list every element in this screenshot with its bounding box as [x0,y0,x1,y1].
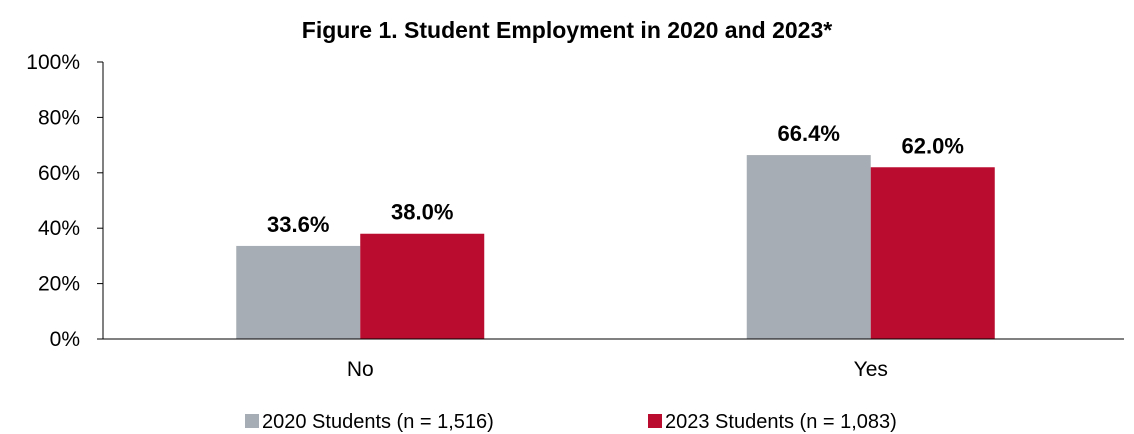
legend: 2020 Students (n = 1,516) 2023 Students (… [245,411,897,433]
data-label: 62.0% [902,133,964,158]
y-tick-label: 0% [50,328,80,351]
y-axis-ticks: 0% 20% 40% 60% 80% 100% [26,51,103,351]
data-labels: 33.6% 38.0% 66.4% 62.0% [267,121,964,237]
legend-label: 2023 Students (n = 1,083) [665,411,897,433]
bar [870,167,995,339]
y-tick-label: 60% [38,162,80,185]
x-category-label: Yes [854,358,888,381]
x-axis-categories: No Yes [347,358,888,381]
bar [236,245,361,339]
y-tick-label: 20% [38,273,80,296]
legend-label: 2020 Students (n = 1,516) [262,411,494,433]
y-tick-label: 40% [38,217,80,240]
data-label: 38.0% [391,200,453,225]
legend-swatch [245,414,259,428]
data-label: 33.6% [267,212,329,237]
bars [236,155,995,339]
bar [360,233,485,339]
y-tick-label: 100% [26,51,80,74]
bar [746,155,871,339]
x-category-label: No [347,358,374,381]
legend-swatch [648,414,662,428]
y-tick-label: 80% [38,106,80,129]
chart-title: Figure 1. Student Employment in 2020 and… [302,17,832,43]
data-label: 66.4% [778,121,840,146]
